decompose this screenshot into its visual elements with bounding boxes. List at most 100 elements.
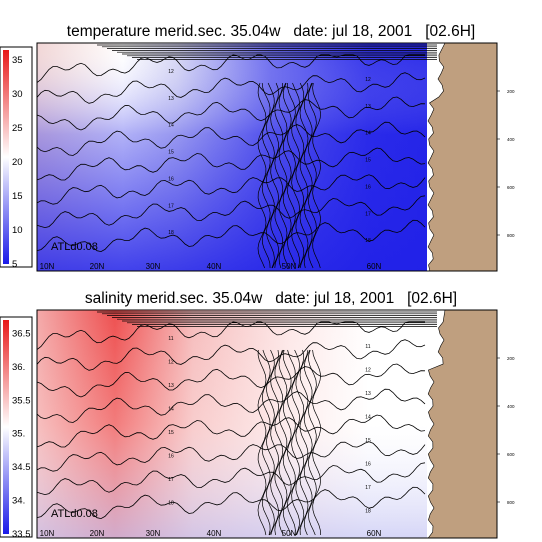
salinity-eddy-contour-line — [303, 349, 313, 536]
temperature-eddy-contour-line — [287, 83, 296, 269]
salinity-contour-line — [36, 339, 426, 371]
contour-label: 12 — [168, 360, 174, 366]
temperature-contour-line — [36, 195, 426, 229]
salinity-contours — [36, 321, 426, 520]
contour-label: 16 — [168, 176, 174, 182]
contour-label: 18 — [168, 230, 174, 236]
contour-label: 13 — [168, 383, 174, 389]
salinity-frame — [36, 309, 498, 539]
temperature-contour-line — [36, 219, 426, 253]
contour-label: 18 — [365, 509, 371, 515]
salinity-eddy-contour-line — [312, 349, 321, 536]
temperature-eddy-contour-line — [282, 82, 292, 269]
depth-tick-label: 200 — [507, 356, 515, 361]
temperature-eddy-contour-line — [291, 82, 300, 269]
colorbar-tick-label: 36. — [12, 362, 25, 373]
salinity-panel: 11 11 12 12 13 13 14 14 15 15 16 16 17 17 18 18 10N 20N 30… — [0, 309, 515, 540]
temperature-eddy-contour-line — [274, 82, 284, 269]
salinity-contour-line — [36, 321, 425, 350]
contour-label: 15 — [168, 150, 174, 156]
colorbar-tick-label: 34. — [12, 496, 25, 507]
depth-tick-label: 800 — [507, 233, 515, 238]
contour-label: 14 — [365, 131, 371, 137]
temperature-colorbar: 35 30 25 20 15 10 5 — [0, 46, 33, 270]
salinity-eddy-contour-line — [266, 349, 275, 536]
contour-label: 14 — [168, 407, 174, 413]
salinity-contour-line — [36, 462, 426, 496]
temperature-eddy-contours — [257, 82, 321, 269]
contour-label: 13 — [168, 96, 174, 102]
colorbar-tick-label: 5 — [12, 259, 17, 270]
x-tick-label: 40N — [207, 529, 222, 538]
temperature-frame — [36, 42, 498, 272]
salinity-eddy-contour-line — [308, 349, 317, 536]
temperature-contour-line — [36, 96, 426, 131]
salinity-depth-axis: 200 400 600 800 — [497, 356, 515, 505]
colorbar-tick-label: 35 — [12, 55, 23, 66]
salinity-contour-labels: 11 11 12 12 13 13 14 14 15 15 16 16 17 17 18 18 — [168, 336, 371, 515]
salinity-eddy-contour-line — [295, 349, 305, 536]
x-tick-label: 10N — [40, 529, 55, 538]
contour-label: 18 — [365, 238, 371, 244]
contour-label: 17 — [168, 203, 174, 209]
colorbar-tick-label: 25 — [12, 123, 23, 134]
salinity-eddy-contour-line — [299, 349, 309, 536]
contour-label: 16 — [365, 184, 371, 190]
colorbar-tick-label: 35. — [12, 429, 25, 440]
colorbar-tick-label: 35.5 — [12, 395, 31, 406]
contour-label: 17 — [365, 211, 371, 217]
colorbar-tick-label: 34.5 — [12, 462, 31, 473]
salinity-eddy-contours — [257, 349, 321, 536]
temperature-eddy-contour-line — [295, 82, 305, 269]
temperature-contours — [36, 54, 426, 253]
contour-label: 16 — [168, 454, 174, 460]
temperature-eddy-contour-line — [270, 82, 279, 269]
temperature-eddy-contour-line — [266, 82, 275, 269]
salinity-x-axis: 10N 20N 30N 40N 50N 60N — [40, 529, 382, 538]
temperature-contour-line — [36, 72, 426, 104]
contour-label: 11 — [365, 344, 370, 350]
contour-label: 13 — [365, 391, 371, 397]
contour-label: 15 — [365, 438, 371, 444]
temperature-depth-axis: 200 400 600 800 — [497, 89, 515, 238]
colorbar-tick-label: 10 — [12, 225, 23, 236]
temperature-eddy-contour-line — [299, 82, 309, 269]
temperature-eddy-contour-line — [303, 82, 313, 269]
temperature-field-depth-shade — [37, 43, 427, 271]
depth-tick-label: 800 — [507, 500, 515, 505]
salinity-contour-line — [36, 486, 426, 520]
salinity-model-label: ATLd0.08 — [51, 508, 98, 520]
x-tick-label: 40N — [207, 262, 222, 271]
colorbar-tick-label: 36.5 — [12, 328, 31, 339]
temperature-eddy-contour-line — [308, 82, 317, 269]
salinity-contour-line — [36, 388, 426, 423]
temperature-eddy-contour-line — [261, 82, 271, 269]
depth-tick-label: 200 — [507, 89, 515, 94]
x-tick-label: 20N — [90, 262, 105, 271]
salinity-panel-title: salinity merid.sec. 35.04w date: jul 18,… — [84, 290, 458, 307]
x-tick-label: 30N — [146, 529, 161, 538]
salinity-eddy-contour-line — [261, 349, 271, 536]
temperature-contour-line — [36, 174, 426, 205]
temperature-contour-labels: 12 12 13 13 14 14 15 15 16 16 17 17 18 18 — [168, 69, 371, 244]
salinity-eddy-contour-line — [282, 349, 292, 536]
x-tick-label: 20N — [90, 529, 105, 538]
salinity-eddy-contour-line — [278, 349, 288, 536]
depth-tick-label: 600 — [507, 452, 515, 457]
colorbar-tick-label: 33.5 — [12, 529, 31, 540]
temperature-land — [427, 42, 498, 272]
contour-label: 14 — [365, 415, 371, 421]
temperature-model-label: ATLd0.08 — [51, 241, 98, 253]
temperature-contour-line — [36, 147, 426, 181]
contour-label: 16 — [365, 462, 371, 468]
salinity-contour-line — [36, 363, 426, 398]
salinity-eddy-contour-line — [274, 349, 284, 536]
x-tick-label: 60N — [367, 529, 382, 538]
colorbar-tick-label: 20 — [12, 157, 23, 168]
temperature-surface-contours — [97, 44, 437, 60]
salinity-land — [427, 309, 498, 539]
contour-label: 14 — [168, 123, 174, 129]
contour-label: 15 — [365, 158, 371, 164]
temperature-contour-line — [36, 54, 425, 83]
